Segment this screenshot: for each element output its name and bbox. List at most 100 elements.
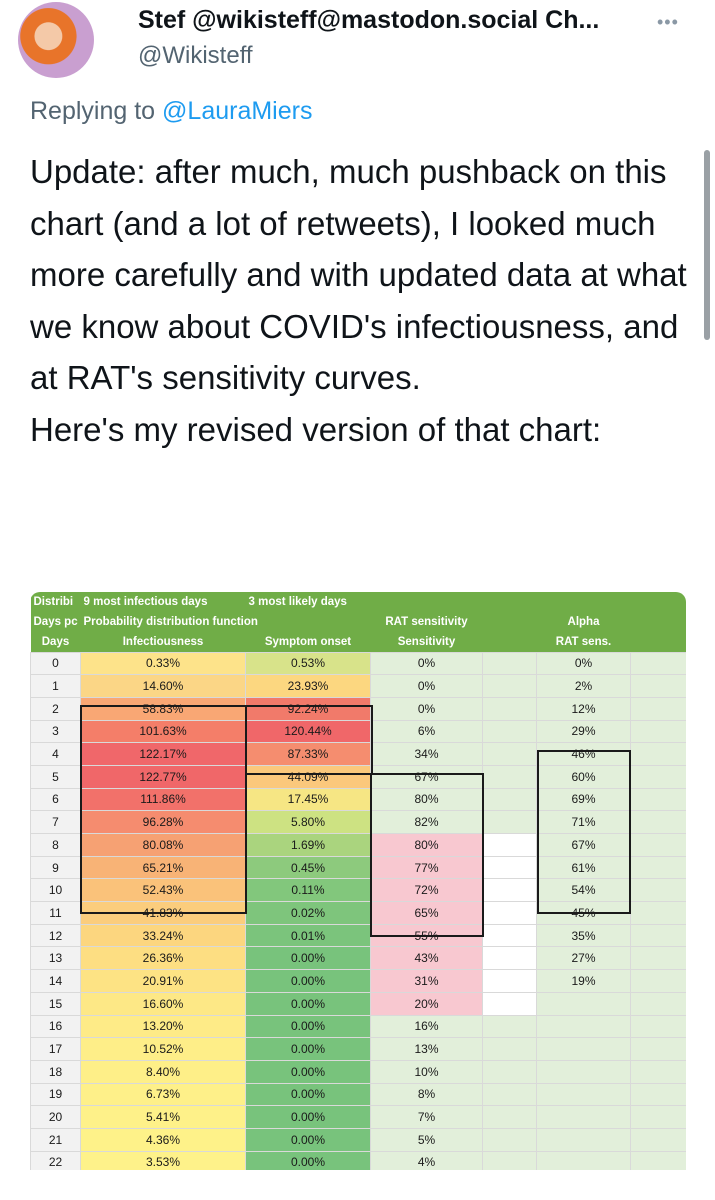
empty-cell [482,764,537,789]
alpha-sensitivity-cell: 61% [536,855,631,880]
infectiousness-cell: 111.86% [80,787,246,812]
sensitivity-cell: 65% [370,901,483,925]
header-cell: Infectiousness [80,632,246,652]
empty-cell [630,810,686,834]
spreadsheet-image[interactable]: Distribi 9 most infectious days 3 most l… [30,592,686,1170]
replying-to-link[interactable]: @LauraMiers [162,97,313,125]
alpha-sensitivity-cell [536,1105,631,1129]
alpha-sensitivity-cell: 19% [536,969,631,993]
tweet-paragraph-2: Here's my revised version of that chart: [30,410,602,448]
empty-cell [482,810,537,834]
empty-cell [630,696,686,721]
empty-cell [482,742,537,766]
symptom-onset-cell: 0.53% [245,651,371,676]
symptom-onset-cell: 87.33% [245,742,371,766]
table-row: 18 8.40% 0.00% 10% [30,1059,686,1084]
infectiousness-cell: 96.28% [80,810,246,834]
empty-cell [630,833,686,857]
symptom-onset-cell: 0.00% [245,1014,371,1039]
day-cell: 4 [30,742,81,766]
user-handle[interactable]: @Wikisteff [138,42,253,69]
symptom-onset-cell: 0.01% [245,923,371,948]
infectiousness-cell: 10.52% [80,1037,246,1061]
empty-cell [630,674,686,698]
header-cell [630,632,686,652]
day-cell: 6 [30,787,81,812]
day-cell: 1 [30,674,81,698]
alpha-sensitivity-cell: 46% [536,742,631,766]
sensitivity-cell: 55% [370,923,483,948]
sensitivity-cell: 6% [370,719,483,744]
empty-cell [482,969,537,993]
avatar[interactable] [18,2,94,78]
header-cell: Symptom onset [245,632,371,652]
day-cell: 3 [30,719,81,744]
empty-cell [630,1127,686,1152]
day-cell: 0 [30,651,81,676]
empty-cell [630,901,686,925]
empty-cell [482,1150,537,1170]
scrollbar[interactable] [704,150,710,340]
table-row: 4 122.17% 87.33% 34% 46% [30,742,686,766]
empty-cell [630,946,686,971]
header-cell: Days pc [30,612,81,632]
empty-cell [630,1150,686,1170]
header-cell [630,592,686,612]
day-cell: 22 [30,1150,81,1170]
empty-cell [482,651,537,676]
empty-cell [630,1037,686,1061]
sensitivity-cell: 20% [370,991,483,1016]
header-cell: Distribi [30,592,81,612]
empty-cell [482,901,537,925]
day-cell: 18 [30,1059,81,1084]
infectiousness-cell: 122.77% [80,764,246,789]
alpha-sensitivity-cell: 2% [536,674,631,698]
header-cell: RAT sens. [536,632,631,652]
ellipsis-icon[interactable]: ••• [657,12,679,32]
display-name[interactable]: Stef @wikisteff@mastodon.social Ch... [138,6,600,34]
empty-cell [482,833,537,857]
infectiousness-cell: 6.73% [80,1082,246,1107]
empty-cell [482,787,537,812]
alpha-sensitivity-cell: 67% [536,833,631,857]
sensitivity-cell: 8% [370,1082,483,1107]
sensitivity-cell: 0% [370,651,483,676]
symptom-onset-cell: 1.69% [245,833,371,857]
symptom-onset-cell: 17.45% [245,787,371,812]
table-row: 8 80.08% 1.69% 80% 67% [30,833,686,857]
infectiousness-cell: 8.40% [80,1059,246,1084]
empty-cell [482,946,537,971]
sensitivity-cell: 5% [370,1127,483,1152]
symptom-onset-cell: 0.00% [245,1105,371,1129]
alpha-sensitivity-cell [536,991,631,1016]
sensitivity-cell: 80% [370,787,483,812]
table-row: 16 13.20% 0.00% 16% [30,1014,686,1039]
header-row-2: Days pc Probability distribution functio… [30,612,686,632]
sensitivity-cell: 80% [370,833,483,857]
day-cell: 14 [30,969,81,993]
empty-cell [482,1082,537,1107]
empty-cell [630,1082,686,1107]
header-cell: RAT sensitivity [370,612,483,632]
day-cell: 21 [30,1127,81,1152]
empty-cell [630,719,686,744]
alpha-sensitivity-cell [536,1082,631,1107]
spreadsheet-table: Distribi 9 most infectious days 3 most l… [30,592,686,1170]
symptom-onset-cell: 0.00% [245,1150,371,1170]
table-row: 2 58.83% 92.24% 0% 12% [30,696,686,721]
empty-cell [630,969,686,993]
header-cell: Alpha [536,612,631,632]
tweet-paragraph-1: Update: after much, much pushback on thi… [30,153,687,396]
empty-cell [630,742,686,766]
sensitivity-cell: 31% [370,969,483,993]
symptom-onset-cell: 0.11% [245,878,371,903]
day-cell: 19 [30,1082,81,1107]
replying-prefix: Replying to [30,97,156,125]
infectiousness-cell: 52.43% [80,878,246,903]
header-cell [370,592,483,612]
infectiousness-cell: 65.21% [80,855,246,880]
day-cell: 11 [30,901,81,925]
alpha-sensitivity-cell [536,1014,631,1039]
empty-cell [482,1059,537,1084]
infectiousness-cell: 122.17% [80,742,246,766]
